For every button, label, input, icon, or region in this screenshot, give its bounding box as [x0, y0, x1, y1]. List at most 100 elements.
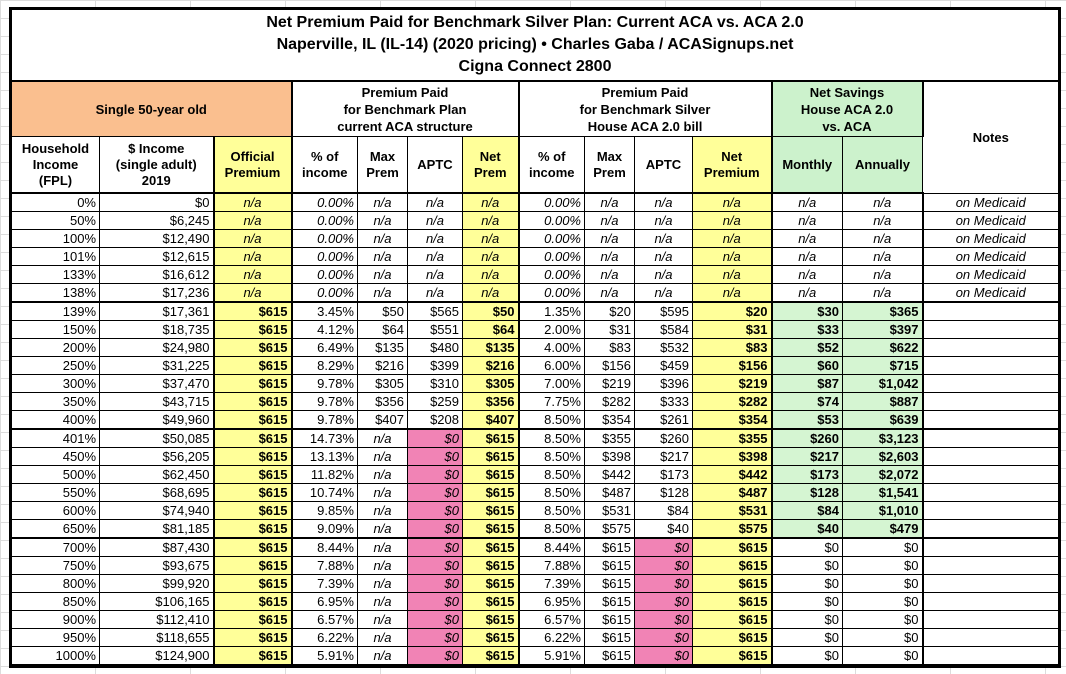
cell-aca-max: n/a	[357, 483, 408, 502]
cell-aca2-net: $615	[692, 556, 773, 575]
table-row: 350% $43,715 $615 9.78% $356 $259 $356 7.75% $28…	[11, 392, 1059, 411]
colheader-aca2-aptc: APTC	[634, 136, 693, 194]
colheader-aca2-max-prem: Max Prem	[584, 136, 635, 194]
cell-savings-annually: $0	[842, 592, 924, 611]
table-row: 400% $49,960 $615 9.78% $407 $208 $407 8.50% $35…	[11, 410, 1059, 430]
cell-aca2-net: $20	[692, 301, 773, 321]
cell-income: $31,225	[99, 356, 215, 375]
table-row: 900% $112,410 $615 6.57% n/a $0 $615 6.57% $615 $…	[11, 610, 1059, 629]
group-header-aca2: Premium Paid for Benchmark Silver House …	[518, 80, 773, 137]
colheader-aca2-pct-income: % of income	[518, 136, 585, 194]
cell-aca-pct: 4.12%	[291, 320, 358, 339]
cell-aca-pct: 7.88%	[291, 556, 358, 575]
cell-aca-net: $615	[462, 610, 520, 629]
cell-aca2-aptc: $217	[634, 447, 693, 466]
cell-aca2-aptc: $333	[634, 392, 693, 411]
cell-savings-monthly: n/a	[771, 265, 843, 284]
cell-aca-aptc: n/a	[407, 229, 463, 248]
cell-aca2-aptc: $0	[634, 628, 693, 647]
cell-aca2-max: $487	[584, 483, 635, 502]
cell-aca-max: n/a	[357, 610, 408, 629]
cell-aca2-pct: 1.35%	[518, 301, 585, 321]
cell-income: $62,450	[99, 465, 215, 484]
table-row: 138% $17,236 n/a 0.00% n/a n/a n/a 0.00% n/a n/a n…	[11, 283, 1059, 303]
cell-aca-max: $135	[357, 338, 408, 357]
cell-fpl: 139%	[11, 301, 100, 321]
cell-aca2-pct: 8.44%	[518, 537, 585, 557]
cell-aca2-aptc: $396	[634, 374, 693, 393]
cell-savings-monthly: n/a	[771, 229, 843, 248]
cell-aca-pct: 0.00%	[291, 211, 358, 230]
cell-aca2-max: $156	[584, 356, 635, 375]
cell-aca2-pct: 6.57%	[518, 610, 585, 629]
cell-aca-max: $356	[357, 392, 408, 411]
cell-official: n/a	[213, 229, 293, 248]
cell-aca-pct: 9.78%	[291, 392, 358, 411]
colheader-aca-pct-income: % of income	[291, 136, 358, 194]
table-title-line1: Net Premium Paid for Benchmark Silver Pl…	[266, 14, 804, 31]
cell-aca-aptc: $0	[407, 483, 463, 502]
cell-income: $99,920	[99, 574, 215, 593]
demographic-header: Single 50-year old	[11, 80, 293, 137]
cell-aca-pct: 8.29%	[291, 356, 358, 375]
cell-aca2-max: $20	[584, 301, 635, 321]
cell-savings-annually: n/a	[842, 229, 924, 248]
cell-aca-max: n/a	[357, 574, 408, 593]
cell-aca-max: $50	[357, 301, 408, 321]
cell-fpl: 450%	[11, 447, 100, 466]
cell-aca2-pct: 8.50%	[518, 501, 585, 520]
cell-fpl: 850%	[11, 592, 100, 611]
cell-aca2-net: $156	[692, 356, 773, 375]
cell-savings-annually: $397	[842, 320, 924, 339]
table-row: 150% $18,735 $615 4.12% $64 $551 $64 2.00% $31 $5…	[11, 320, 1059, 339]
cell-aca2-aptc: $0	[634, 610, 693, 629]
cell-aca2-net: n/a	[692, 211, 773, 230]
cell-aca-net: $407	[462, 410, 520, 430]
cell-aca-aptc: $399	[407, 356, 463, 375]
table-row: 1000% $124,900 $615 5.91% n/a $0 $615 5.91% $615…	[11, 646, 1059, 666]
cell-aca2-pct: 6.00%	[518, 356, 585, 375]
cell-aca-aptc: $565	[407, 301, 463, 321]
cell-aca-net: $615	[462, 501, 520, 520]
cell-official: n/a	[213, 283, 293, 303]
cell-aca-max: n/a	[357, 501, 408, 520]
cell-official: n/a	[213, 265, 293, 284]
cell-aca2-max: $615	[584, 574, 635, 593]
cell-aca2-net: $615	[692, 628, 773, 647]
cell-aca2-max: $355	[584, 428, 635, 448]
cell-official: $615	[213, 447, 293, 466]
cell-savings-monthly: $260	[771, 428, 843, 448]
cell-fpl: 1000%	[11, 646, 100, 666]
premium-comparison-table: Net Premium Paid for Benchmark Silver Pl…	[11, 9, 1059, 666]
cell-aca-net: $615	[462, 483, 520, 502]
cell-aca2-max: $575	[584, 519, 635, 539]
cell-aca-aptc: n/a	[407, 247, 463, 266]
cell-fpl: 133%	[11, 265, 100, 284]
group-header-net-savings: Net Savings House ACA 2.0 vs. ACA	[771, 80, 924, 137]
cell-aca2-pct: 0.00%	[518, 192, 585, 212]
cell-aca2-net: n/a	[692, 192, 773, 212]
cell-income: $43,715	[99, 392, 215, 411]
cell-savings-monthly: $0	[771, 628, 843, 647]
cell-aca2-aptc: $0	[634, 556, 693, 575]
cell-aca-net: $356	[462, 392, 520, 411]
cell-aca-pct: 5.91%	[291, 646, 358, 666]
cell-savings-annually: $639	[842, 410, 924, 430]
cell-aca2-pct: 8.50%	[518, 483, 585, 502]
cell-income: $12,615	[99, 247, 215, 266]
cell-aca-max: $216	[357, 356, 408, 375]
cell-notes: on Medicaid	[922, 247, 1059, 266]
table-row: 300% $37,470 $615 9.78% $305 $310 $305 7.00% $21…	[11, 374, 1059, 393]
cell-official: $615	[213, 483, 293, 502]
cell-income: $56,205	[99, 447, 215, 466]
cell-aca2-pct: 2.00%	[518, 320, 585, 339]
table-row: 850% $106,165 $615 6.95% n/a $0 $615 6.95% $615 $…	[11, 592, 1059, 611]
cell-aca2-aptc: $84	[634, 501, 693, 520]
cell-aca-aptc: $0	[407, 537, 463, 557]
cell-aca-pct: 3.45%	[291, 301, 358, 321]
cell-aca-max: n/a	[357, 428, 408, 448]
cell-aca-net: $615	[462, 556, 520, 575]
cell-savings-annually: $0	[842, 628, 924, 647]
cell-aca2-pct: 5.91%	[518, 646, 585, 666]
cell-aca-max: $64	[357, 320, 408, 339]
